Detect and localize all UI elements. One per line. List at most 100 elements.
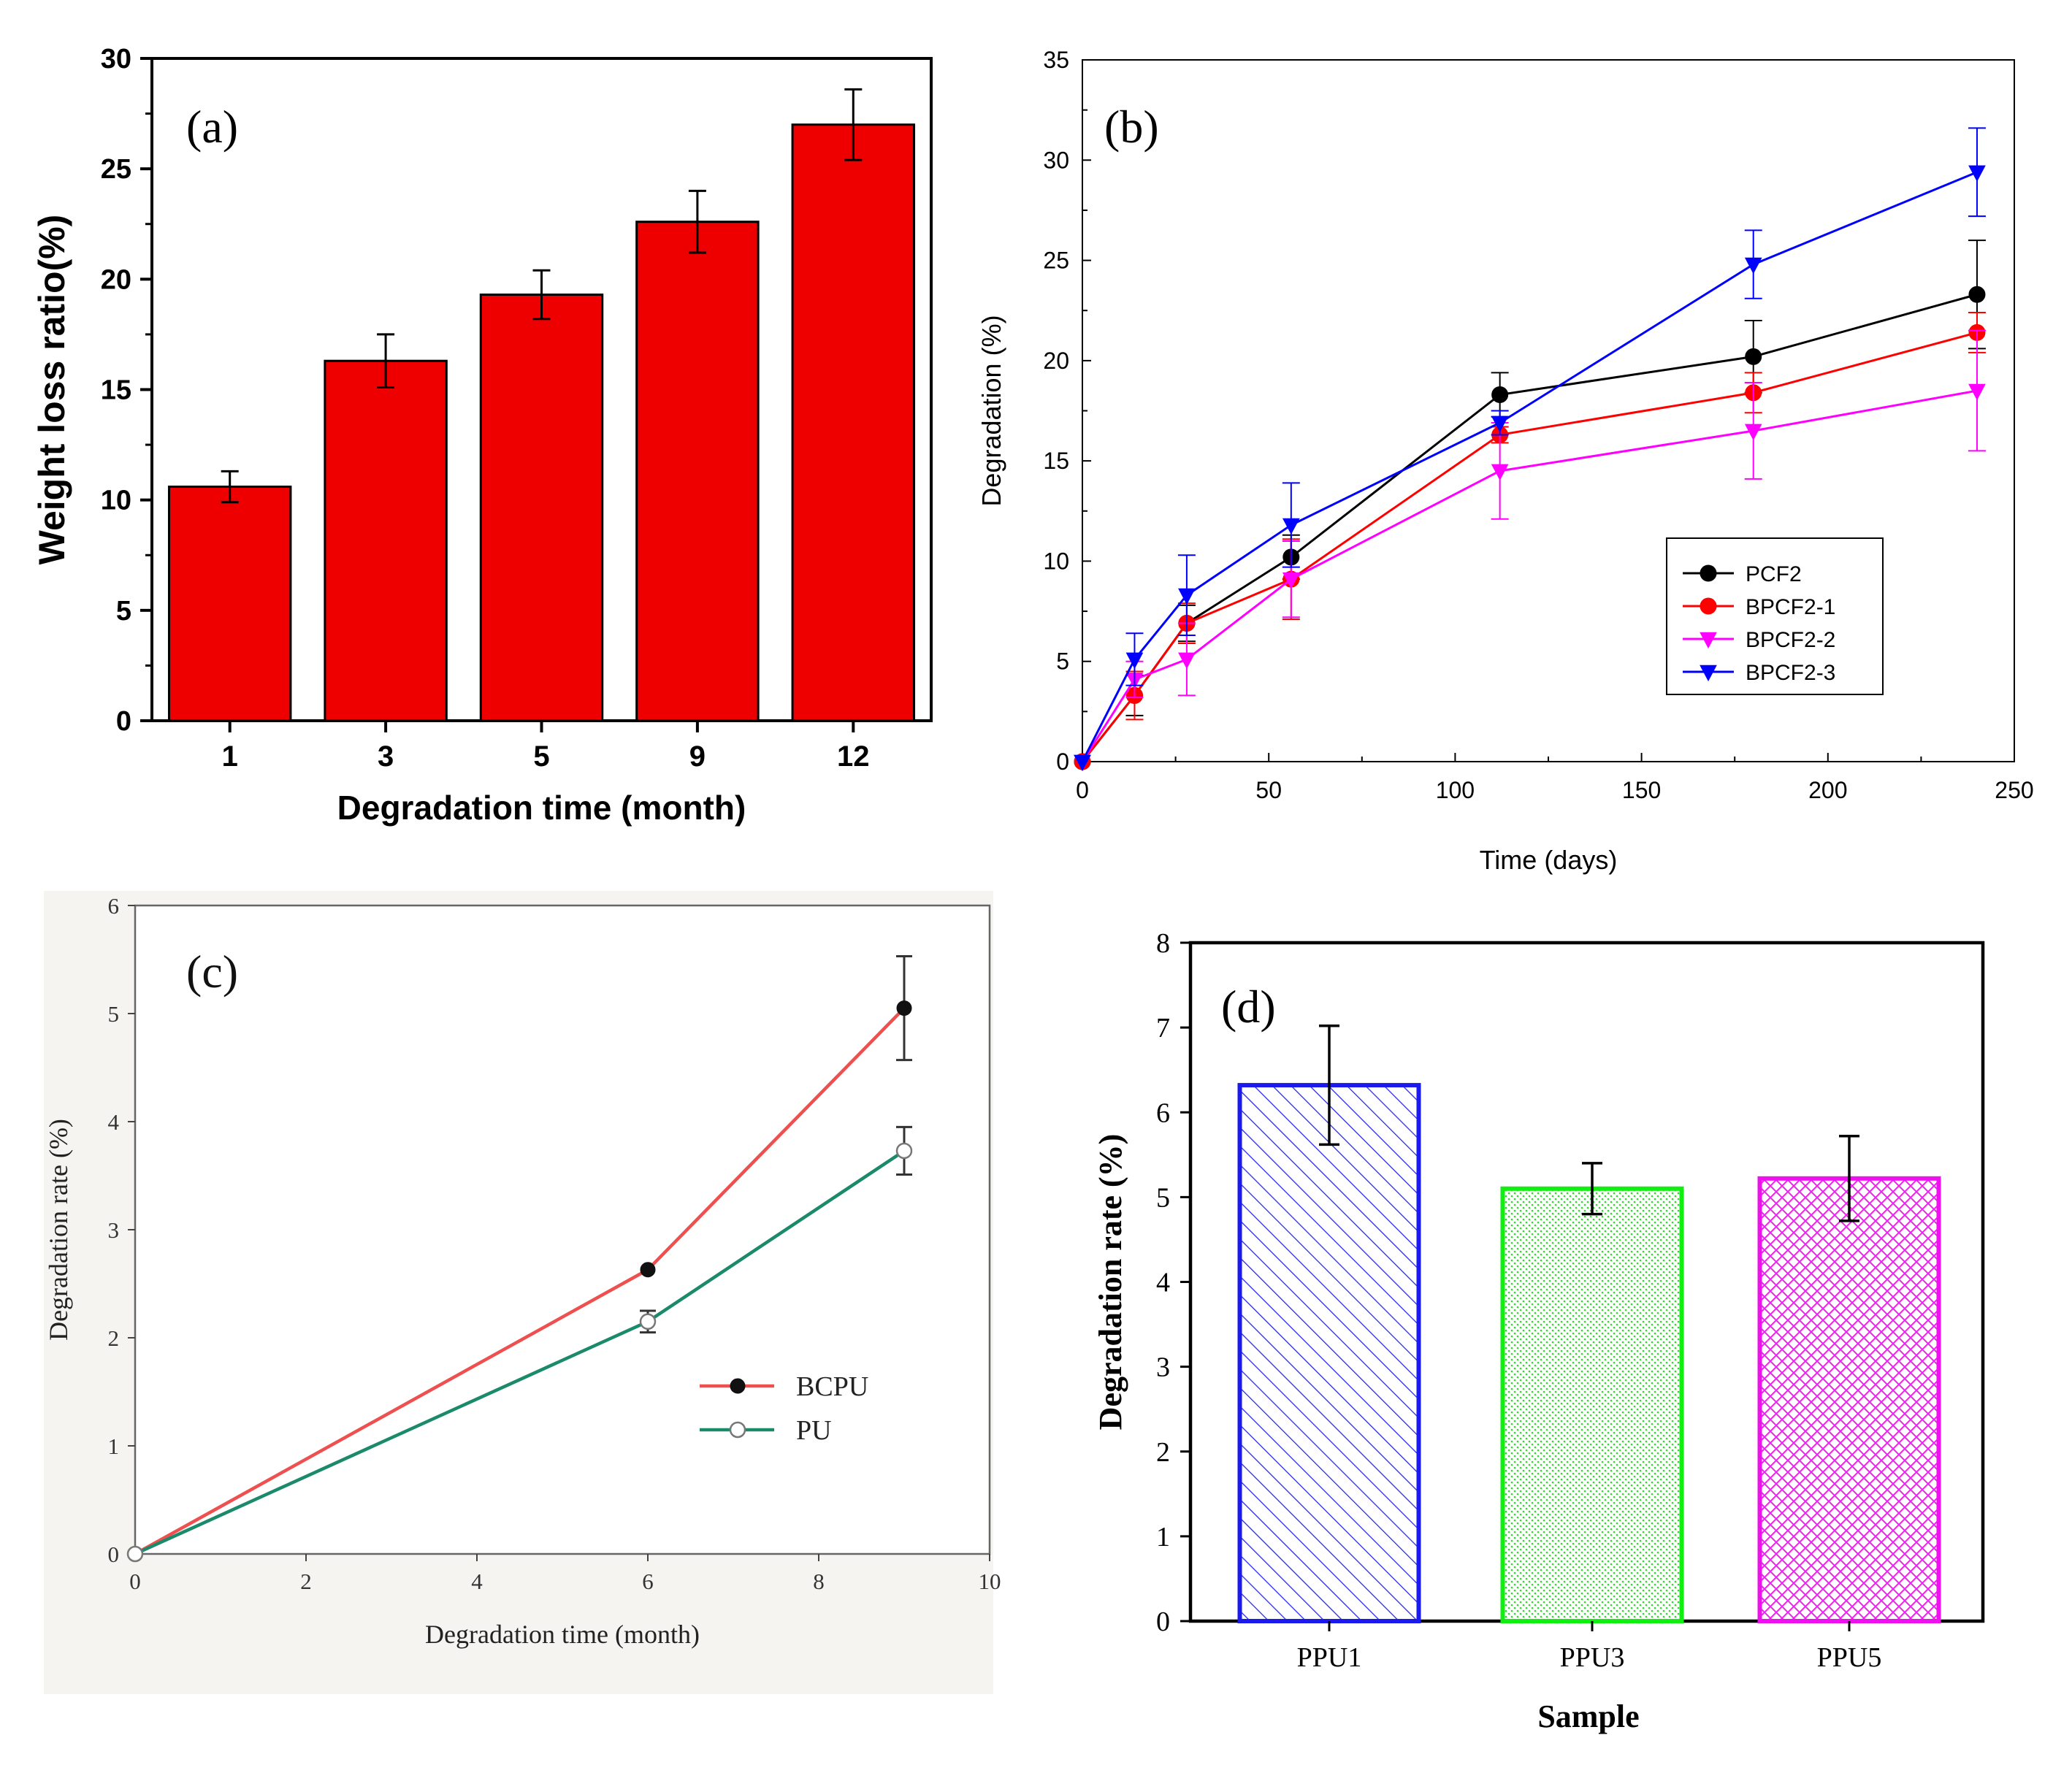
y-tick-label: 4	[1156, 1268, 1170, 1298]
point-BCPU	[896, 1000, 912, 1016]
y-tick-label: 6	[108, 893, 120, 919]
point-BPCF2-2	[1178, 652, 1196, 670]
y-tick-label: 30	[101, 44, 131, 74]
bar-12	[791, 123, 916, 722]
y-tick-label: 35	[1043, 47, 1069, 73]
x-tick-label: 9	[689, 740, 706, 773]
x-tick-label: PPU3	[1560, 1642, 1625, 1673]
x-tick-label: 1	[222, 740, 238, 773]
panel-label: (d)	[1221, 981, 1276, 1033]
x-tick-label: 4	[471, 1569, 483, 1594]
x-tick-label: 150	[1622, 777, 1661, 803]
x-tick-label: 8	[813, 1569, 825, 1594]
series-PU	[126, 1125, 913, 1563]
plot-frame	[134, 904, 991, 1555]
x-axis-label: Sample	[1537, 1699, 1639, 1734]
y-tick-label: 10	[1043, 548, 1069, 574]
point-BPCF2-3	[1125, 652, 1144, 670]
legend-label-PCF2: PCF2	[1746, 562, 1802, 586]
y-tick-label: 30	[1043, 147, 1069, 173]
x-tick-label: 6	[642, 1569, 654, 1594]
bar-PPU1	[1237, 1083, 1421, 1623]
bar-9	[635, 221, 760, 722]
legend-label-BPCF2-2: BPCF2-2	[1746, 628, 1835, 652]
point-BPCF2-3	[1968, 165, 1986, 182]
legend-marker-PCF2	[1700, 564, 1717, 582]
x-tick-label: PPU5	[1817, 1642, 1882, 1673]
point-PU	[126, 1545, 144, 1563]
point-BCPU	[640, 1262, 656, 1278]
point-BPCF2-3	[1074, 754, 1091, 772]
x-tick-label: 50	[1255, 777, 1282, 803]
point-PCF2	[1491, 386, 1509, 404]
y-tick-label: 15	[101, 375, 131, 406]
y-tick-label: 0	[1156, 1607, 1170, 1637]
x-tick-label: PPU1	[1297, 1642, 1362, 1673]
y-tick-label: 20	[1043, 348, 1069, 374]
panel-label: (b)	[1104, 101, 1159, 153]
y-tick-label: 1	[1156, 1522, 1170, 1552]
y-tick-label: 25	[101, 154, 131, 185]
panel-label: (c)	[186, 946, 238, 997]
x-axis-label: Degradation time (month)	[337, 789, 746, 827]
y-axis-label: Weight loss ratio(%)	[31, 215, 72, 565]
bar-PPU3	[1500, 1186, 1684, 1623]
y-tick-label: 0	[108, 1542, 120, 1567]
y-tick-label: 0	[116, 706, 131, 737]
x-tick-label: 3	[378, 740, 394, 773]
y-tick-label: 10	[101, 486, 131, 516]
legend: PCF2 BPCF2-1 BPCF2-2 BPCF2-3	[1666, 537, 1884, 695]
point-BPCF2-2	[1968, 383, 1986, 401]
legend-marker-BPCF2-1	[1700, 597, 1717, 615]
point-BPCF2-2	[1282, 572, 1300, 589]
x-tick-label: 10	[979, 1569, 1001, 1594]
y-tick-label: 2	[1156, 1437, 1170, 1468]
legend-marker-BPCF2-3	[1700, 665, 1717, 682]
legend-label-PU: PU	[796, 1415, 832, 1446]
legend-label-BPCF2-3: BPCF2-3	[1746, 661, 1835, 685]
y-tick-label: 7	[1156, 1013, 1170, 1043]
legend-marker-BCPU	[730, 1378, 746, 1394]
y-tick-label: 0	[1056, 748, 1069, 775]
series-BPCF2-3	[1074, 127, 1986, 772]
x-tick-label: 100	[1436, 777, 1475, 803]
panel-b-line-chart: 0 5 10 15 20 25 30 35 0 50 100 150 200 250 PCF2 BPCF2-1…	[976, 47, 2034, 875]
point-BPCF2-2	[1744, 424, 1762, 441]
bar-5	[479, 293, 604, 722]
legend-label-BPCF2-1: BPCF2-1	[1746, 595, 1835, 619]
y-tick-label: 5	[116, 596, 131, 627]
legend: BCPU PU	[700, 1371, 868, 1446]
y-tick-label: 2	[108, 1325, 120, 1351]
x-tick-label: 0	[1076, 777, 1089, 803]
y-tick-label: 15	[1043, 448, 1069, 474]
y-tick-label: 8	[1156, 928, 1170, 959]
legend-marker-PU	[729, 1421, 746, 1439]
panel-d-bar-chart: 0 1 2 3 4 5 6 7 8 PPU1 PPU3 PPU5 Sample Degradation r…	[1093, 928, 1985, 1734]
y-tick-label: 5	[108, 1001, 120, 1027]
x-tick-label: 0	[129, 1569, 141, 1594]
x-tick-label: 5	[533, 740, 549, 773]
bar-PPU5	[1757, 1176, 1941, 1623]
legend-label-BCPU: BCPU	[796, 1371, 868, 1402]
x-tick-label: 200	[1808, 777, 1847, 803]
point-BPCF2-3	[1282, 518, 1300, 535]
panel-label: (a)	[186, 101, 238, 153]
y-tick-label: 1	[108, 1433, 120, 1459]
y-tick-label: 3	[108, 1217, 120, 1243]
point-BPCF2-3	[1744, 257, 1762, 275]
point-PCF2	[1745, 348, 1762, 365]
x-axis-label: Degradation time (month)	[425, 1620, 700, 1649]
y-axis-label: Degradation rate (%)	[1093, 1134, 1128, 1431]
y-tick-label: 5	[1056, 648, 1069, 675]
y-tick-label: 20	[101, 264, 131, 295]
point-BPCF2-2	[1491, 464, 1509, 481]
y-tick-label: 6	[1156, 1098, 1170, 1128]
x-axis-label: Time (days)	[1480, 845, 1618, 875]
legend-marker-BPCF2-2	[1700, 632, 1717, 649]
x-tick-label: 12	[837, 740, 870, 773]
x-tick-label: 250	[1995, 777, 2033, 803]
point-BPCF2-3	[1491, 416, 1509, 433]
y-tick-label: 25	[1043, 248, 1069, 274]
y-tick-label: 4	[108, 1109, 120, 1135]
